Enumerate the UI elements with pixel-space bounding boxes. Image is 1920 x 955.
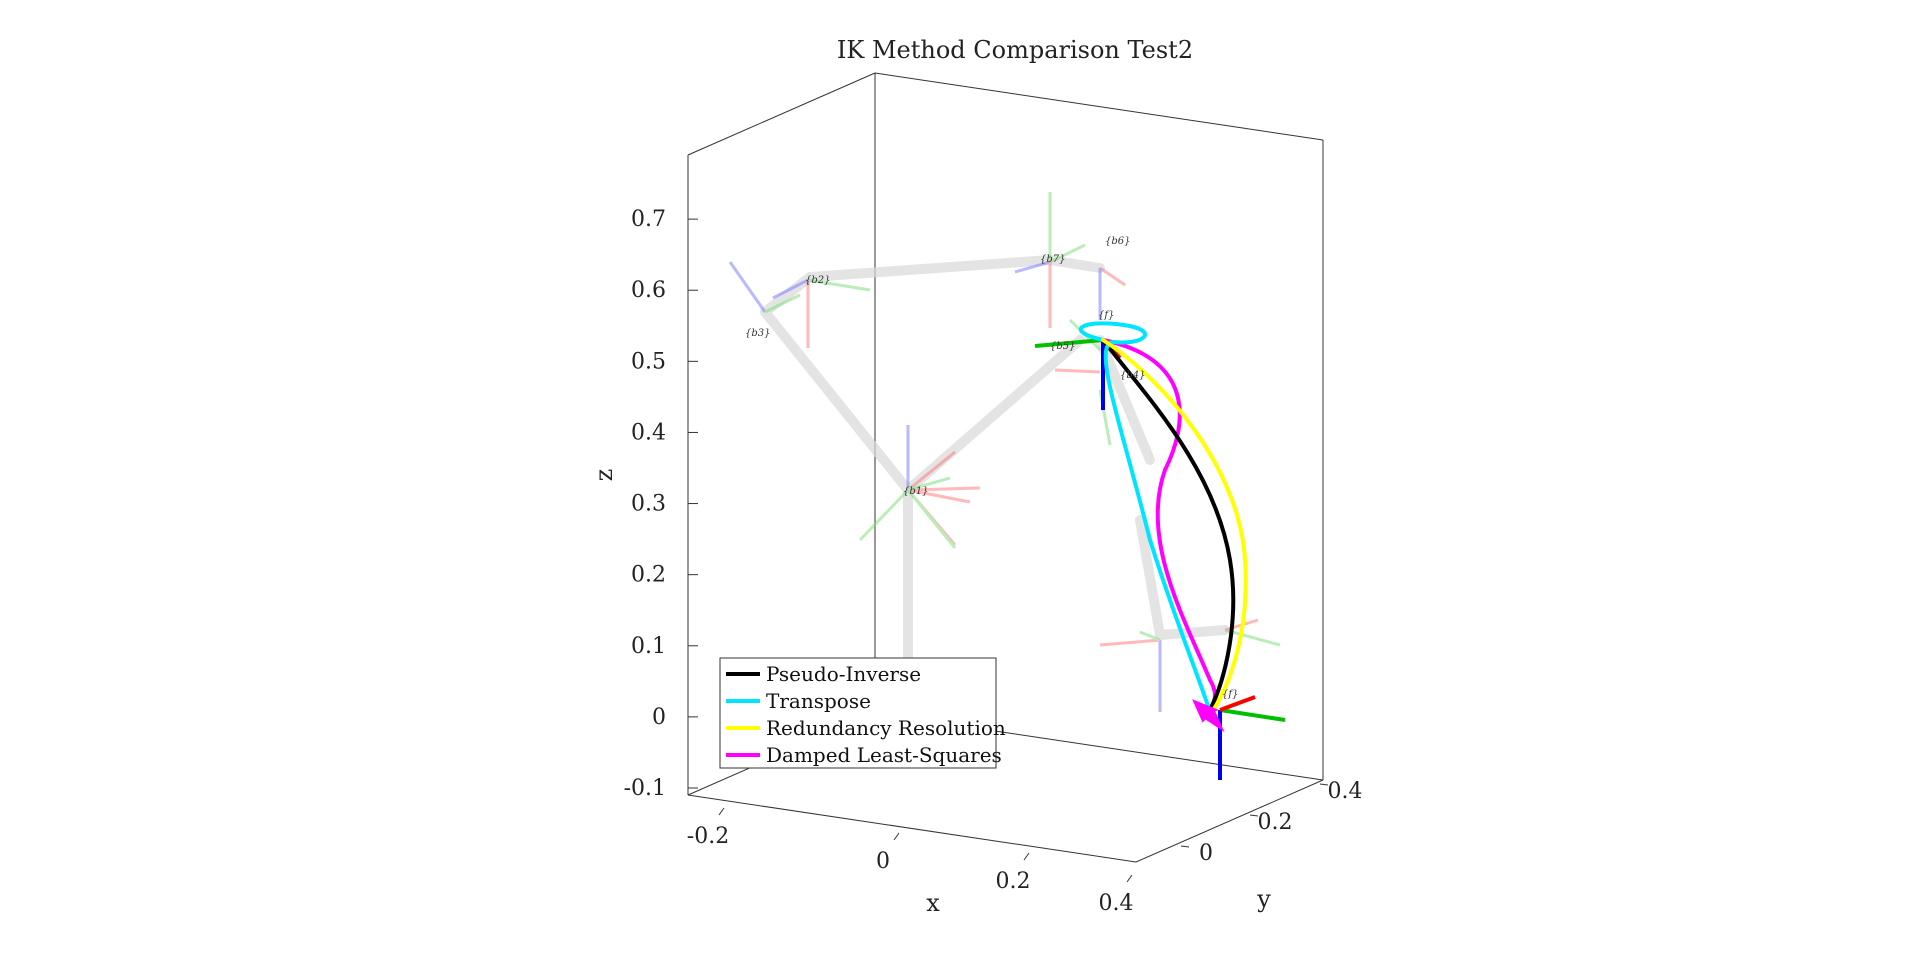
z-tick-label: 0.3	[631, 492, 666, 517]
frame-b2-y-axis	[807, 278, 871, 292]
y-axis-label: y	[1256, 885, 1271, 913]
z-tick-label: 0.4	[631, 420, 666, 445]
frame-b3	[858, 425, 981, 549]
y-tick-label: 0.4	[1328, 779, 1363, 804]
y-tick-mark	[1319, 783, 1329, 786]
series-line-pseudo-inverse	[1101, 338, 1236, 712]
box-edge-top-left	[687, 72, 876, 156]
frame-b3-x-axis-1	[907, 450, 956, 492]
frame-labels: {b1} {b2} {b3} {b4} {b5} {b6} {b7} {f} {f}	[745, 236, 1238, 700]
x-tick-label: 0.2	[996, 869, 1031, 894]
z-axis-ticks: -0.1 0 0.1 0.2 0.3 0.4 0.5 0.6 0.7	[624, 207, 698, 801]
frame-b2	[728, 261, 871, 348]
frame-b3-y-axis-1	[858, 488, 910, 542]
ee-end-x-axis	[1219, 695, 1256, 712]
frame-label: {b2}	[805, 275, 831, 286]
coordinate-frames	[728, 192, 1281, 712]
frame-b2-z-axis	[772, 278, 809, 300]
frame-b3-y-axis-2	[907, 476, 951, 492]
series-line-redundancy-resolution	[1101, 338, 1248, 714]
legend-label: Damped Least-Squares	[766, 743, 1002, 767]
x-tick-mark	[1126, 874, 1133, 883]
z-tick-label: 0	[652, 705, 666, 730]
x-tick-label: 0.4	[1099, 891, 1134, 916]
frame-label: {f}	[1222, 689, 1238, 700]
frame-label: {b7}	[1040, 254, 1066, 265]
link-b7-b6	[1045, 255, 1105, 273]
frame-b5low-x-axis	[1099, 638, 1161, 647]
frame-label: {f}	[1098, 310, 1114, 321]
legend: Pseudo-Inverse Transpose Redundancy Resolu…	[719, 657, 1006, 769]
trajectories	[1078, 321, 1248, 733]
z-tick-label: 0.6	[631, 278, 666, 303]
z-tick-label: 0.7	[631, 207, 666, 232]
z-tick-label: -0.1	[624, 776, 666, 801]
ee-start-y-axis	[1034, 338, 1104, 348]
x-tick-mark	[1023, 852, 1030, 861]
y-tick-label: 0	[1199, 841, 1213, 866]
y-tick-mark	[1180, 845, 1190, 848]
link-b6low-b5low	[1155, 625, 1230, 640]
x-tick-mark	[718, 807, 725, 816]
legend-box	[719, 657, 997, 769]
frame-b7-z-axis	[1014, 260, 1051, 274]
z-tick-label: 0.1	[631, 634, 666, 659]
link-b2-b7	[805, 255, 1055, 282]
legend-label: Transpose	[766, 689, 871, 713]
x-tick-mark	[893, 832, 900, 841]
end-effector-frames	[1034, 338, 1286, 780]
frame-label: {b3}	[745, 328, 771, 339]
chart-title: IK Method Comparison Test2	[837, 36, 1193, 64]
frame-b7-y-axis	[1049, 243, 1086, 264]
frame-b6-x-axis	[1099, 266, 1126, 287]
y-tick-mark	[1249, 814, 1259, 817]
frame-b3-x-axis-2	[907, 486, 981, 492]
frame-label: {b6}	[1105, 236, 1131, 247]
frame-label: {b4}	[1120, 370, 1146, 381]
frame-b3-x-axis-3	[907, 488, 971, 504]
frame-b5-x-axis	[1054, 368, 1101, 374]
y-tick-label: 0.2	[1258, 810, 1293, 835]
frame-label: {b5}	[1050, 341, 1076, 352]
x-axis-ticks: -0.2 0 0.2 0.4	[687, 807, 1134, 916]
box-edge-top-right	[874, 72, 1324, 141]
link-b3-b2	[760, 307, 913, 495]
robot-links	[760, 255, 1230, 665]
frame-b6low-y-axis	[1224, 628, 1281, 647]
y-axis-ticks: 0 0.2 0.4	[1180, 779, 1363, 866]
damped-end-cluster	[1192, 699, 1225, 733]
frame-b7	[1014, 192, 1126, 446]
z-tick-label: 0.5	[631, 349, 666, 374]
frame-label: {b1}	[903, 486, 929, 497]
ee-end-y-axis	[1219, 708, 1286, 722]
series-line-transpose	[1078, 321, 1212, 714]
x-axis-label: x	[926, 889, 940, 917]
link-b4-b6low	[1135, 515, 1165, 640]
legend-label: Redundancy Resolution	[766, 716, 1006, 740]
x-tick-label: 0	[876, 849, 890, 874]
link-b5-b4	[1095, 335, 1155, 465]
frame-b1-y-axis	[764, 293, 801, 314]
frame-b3-y-axis-3	[906, 489, 957, 549]
z-axis-label: z	[590, 469, 618, 482]
x-tick-label: -0.2	[687, 824, 729, 849]
legend-label: Pseudo-Inverse	[766, 662, 921, 686]
frame-b1-z-axis	[728, 261, 767, 313]
z-tick-label: 0.2	[631, 563, 666, 588]
frame-b5low-y-axis	[1139, 630, 1161, 642]
y-axis-line	[1135, 779, 1324, 863]
x-axis-line	[687, 794, 1137, 863]
